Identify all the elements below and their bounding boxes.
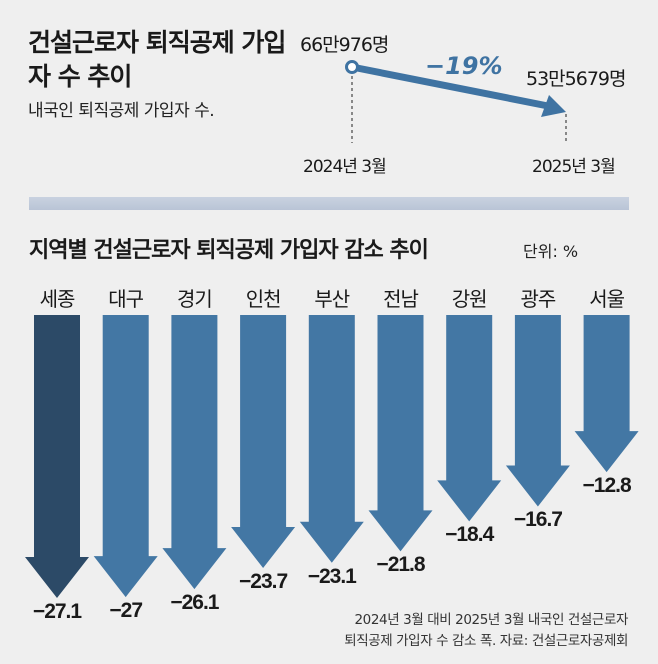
trend-arrowhead <box>541 95 566 117</box>
category-label: 서울 <box>589 287 625 311</box>
value-label: −23.1 <box>307 564 357 588</box>
category-label: 광주 <box>520 287 556 311</box>
start-point <box>345 60 359 74</box>
bar-arrow-세종 <box>25 315 89 598</box>
source-note: 2024년 3월 대비 2025년 3월 내국인 건설근로자 퇴직공제 가입자 … <box>344 610 628 652</box>
chart-title: 지역별 건설근로자 퇴직공제 가입자 감소 추이 <box>29 238 429 263</box>
value-label: −26.1 <box>170 591 219 615</box>
change-label: −19% <box>425 52 503 80</box>
end-value: 53만5679명 <box>526 68 626 90</box>
value-label: −27.1 <box>32 599 82 623</box>
category-label: 세종 <box>39 287 76 311</box>
category-label: 부산 <box>314 287 350 311</box>
start-label: 2024년 3월 <box>303 157 387 177</box>
trend-arrow <box>345 60 567 143</box>
category-label: 강원 <box>451 287 488 311</box>
top-title: 건설근로자 퇴직공제 가입자 수 추이 <box>28 28 286 91</box>
bar-arrow-인천 <box>231 315 296 569</box>
bar-arrow-대구 <box>93 315 158 598</box>
value-label: −12.8 <box>582 474 632 498</box>
value-label: −27 <box>109 599 143 623</box>
bar-arrow-강원 <box>437 315 502 522</box>
top-subtitle: 내국인 퇴직공제 가입자 수. <box>28 101 215 121</box>
unit-label: 단위: % <box>523 242 579 261</box>
trend-line <box>351 63 549 110</box>
start-value: 66만976명 <box>300 34 389 56</box>
category-label: 대구 <box>108 287 144 311</box>
note-line: 2024년 3월 대비 2025년 3월 내국인 건설근로자 <box>354 612 628 628</box>
end-label: 2025년 3월 <box>532 157 616 177</box>
value-label: −16.7 <box>513 508 563 532</box>
category-label: 경기 <box>176 287 213 311</box>
category-label: 인천 <box>245 287 282 311</box>
value-label: −23.7 <box>239 570 288 594</box>
note-line: 퇴직공제 가입자 수 감소 폭. 자료: 건설근로자공제회 <box>344 633 628 649</box>
bar-arrow-부산 <box>299 315 364 563</box>
category-label: 전남 <box>383 287 419 311</box>
bar-arrow-경기 <box>162 315 227 590</box>
value-label: −18.4 <box>445 523 494 547</box>
value-label: −21.8 <box>376 553 425 577</box>
bar-arrow-광주 <box>505 315 570 507</box>
bar-arrow-전남 <box>368 315 433 552</box>
section-divider <box>29 197 629 210</box>
bar-arrow-서울 <box>574 315 639 473</box>
